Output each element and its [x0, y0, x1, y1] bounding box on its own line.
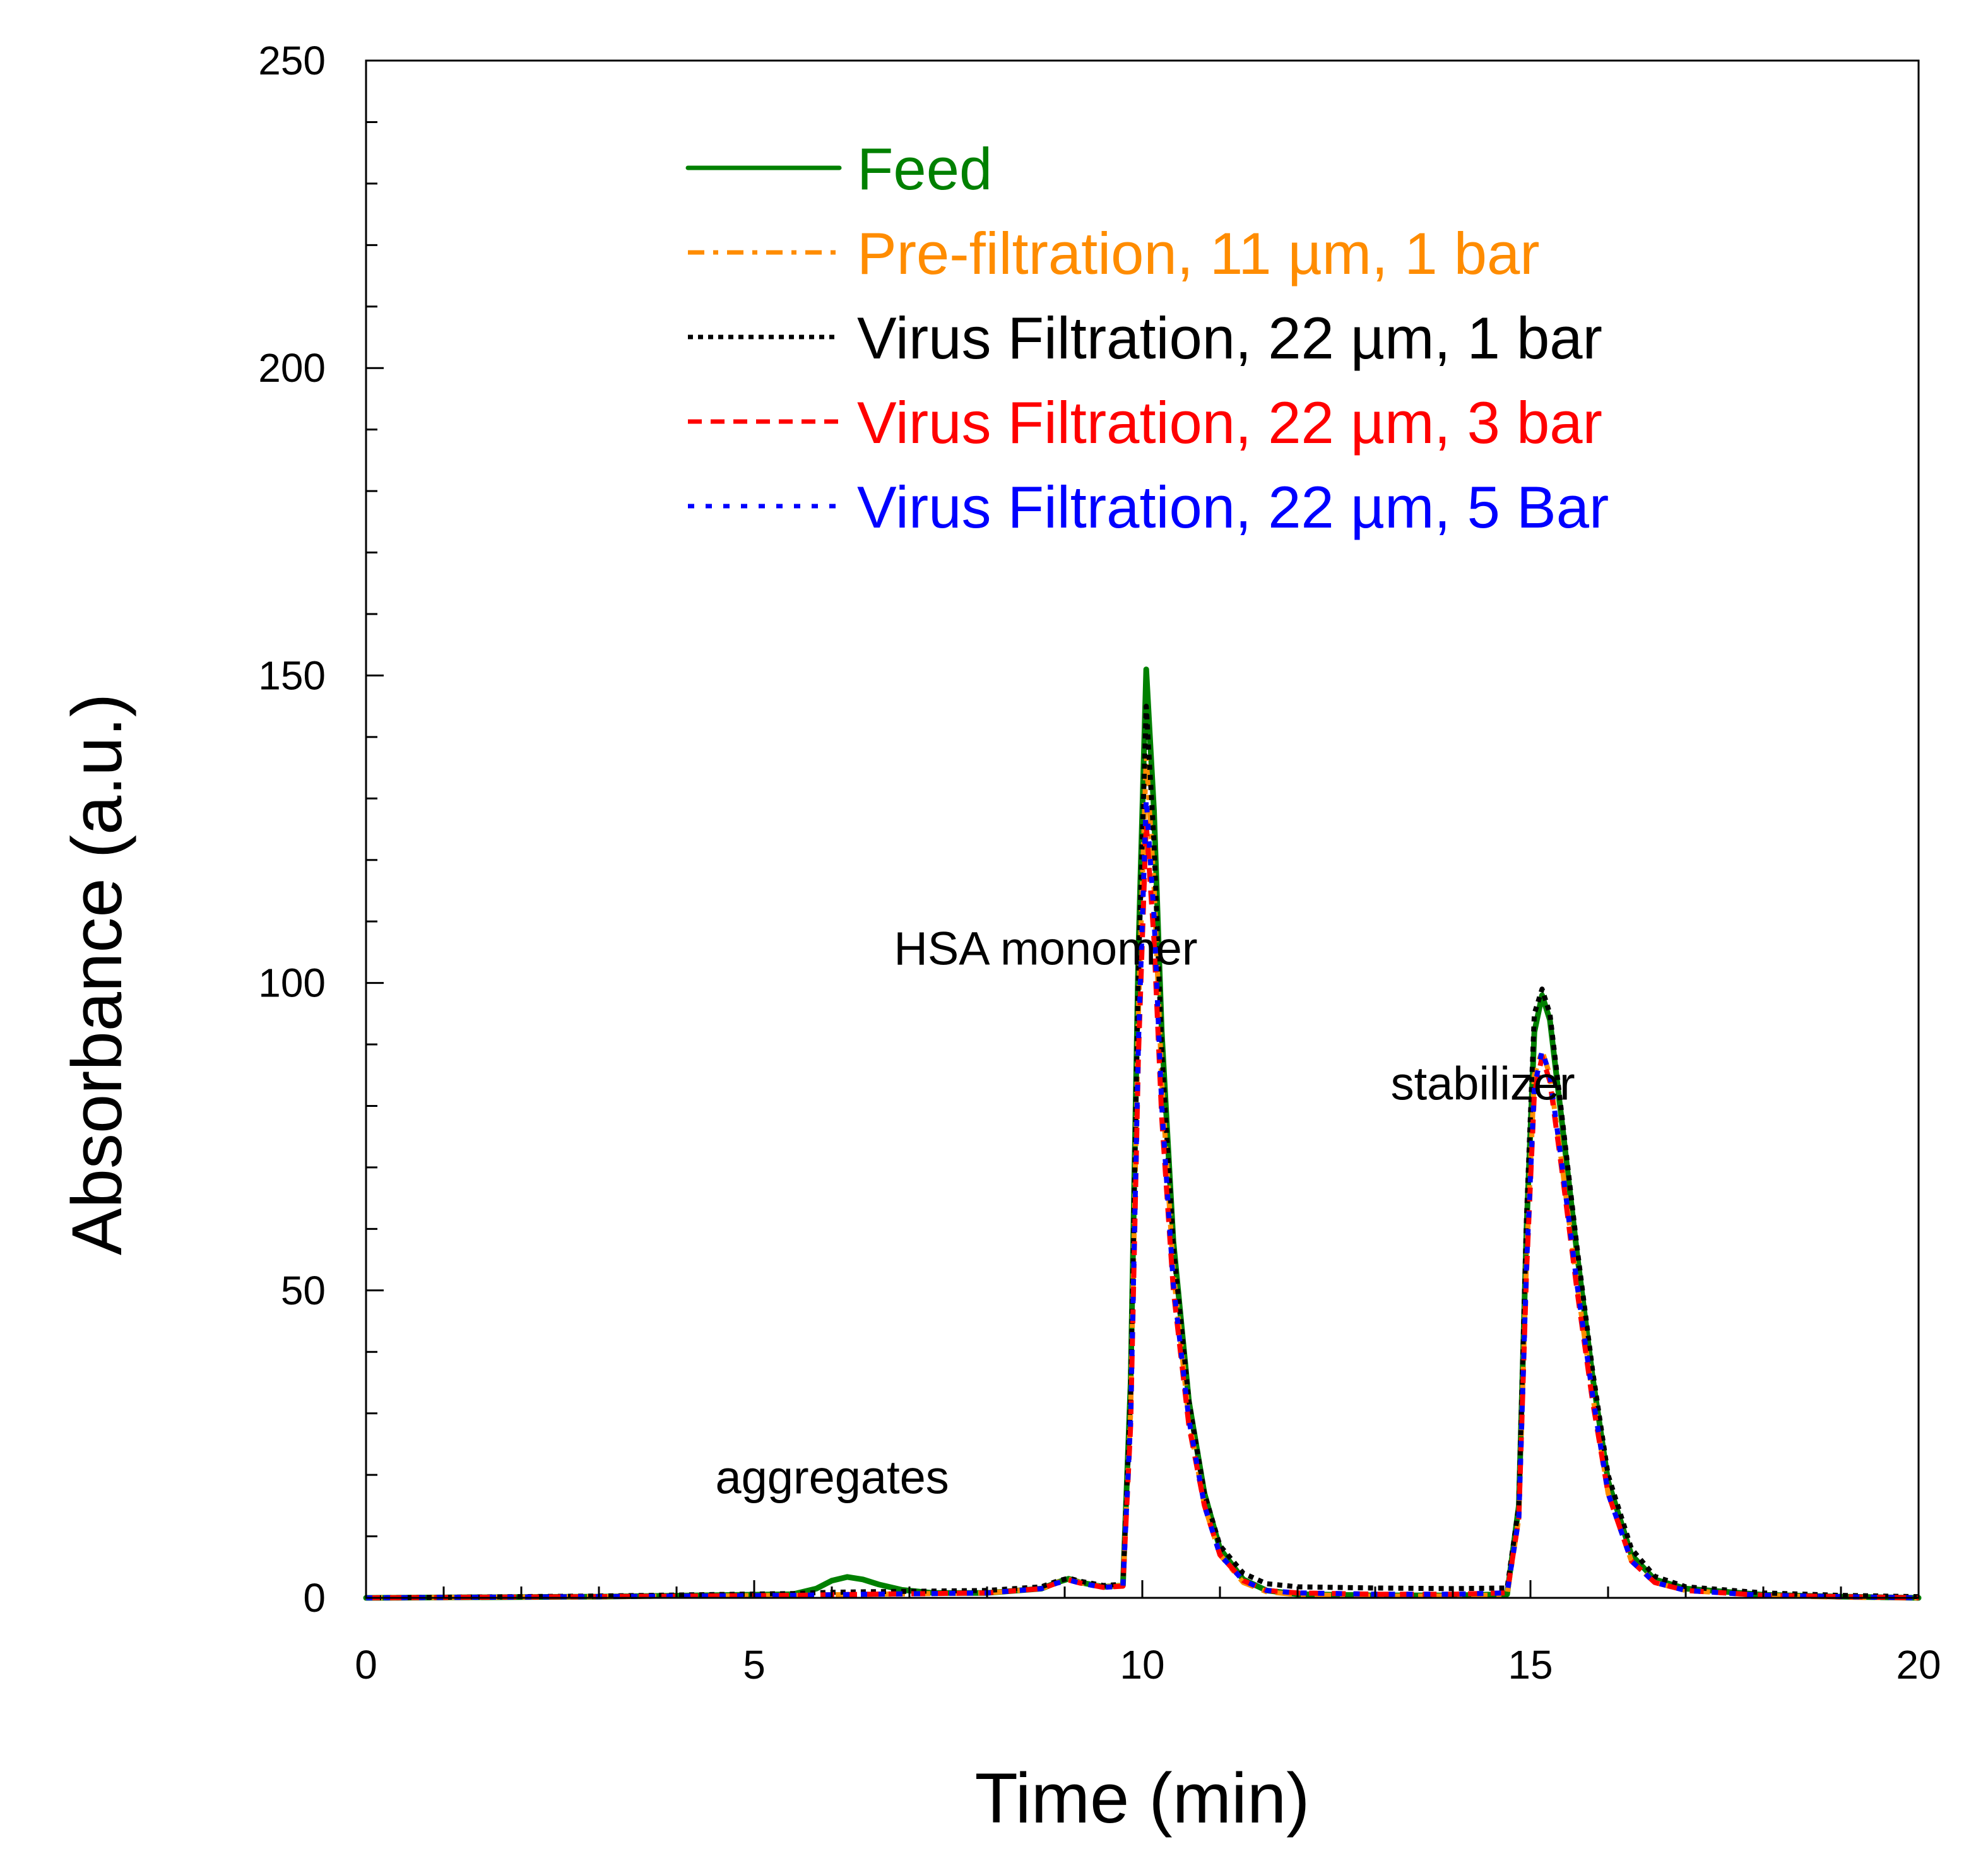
y-tick-label: 100 — [258, 960, 326, 1006]
y-tick-label: 150 — [258, 653, 326, 698]
legend: Feed Pre-filtration, 11 µm, 1 bar Virus Fi… — [685, 136, 1609, 540]
legend-label: Feed — [857, 136, 992, 202]
x-axis-title: Time (min) — [975, 1759, 1310, 1838]
plot-frame — [365, 59, 1920, 1599]
x-tick-label: 0 — [355, 1642, 377, 1687]
x-tick-label: 5 — [743, 1642, 766, 1687]
y-tick-label: 250 — [258, 38, 326, 83]
x-tick-label: 20 — [1896, 1642, 1941, 1687]
series-line-4 — [365, 820, 1919, 1600]
legend-label: Pre-filtration, 11 µm, 1 bar — [857, 220, 1540, 287]
peak-annotations: aggregates HSA monomer stabilizer — [716, 922, 1575, 1503]
legend-label: Virus Filtration, 22 µm, 1 bar — [857, 305, 1602, 371]
y-tick-label: 50 — [281, 1268, 326, 1313]
series-line-5 — [365, 796, 1919, 1600]
y-tick-label: 200 — [258, 345, 326, 391]
legend-label: Virus Filtration, 22 µm, 3 bar — [857, 389, 1602, 456]
axis-ticks — [365, 59, 1920, 1599]
y-tick-label: 0 — [303, 1575, 326, 1621]
series-line-3 — [365, 704, 1919, 1600]
x-tick-label: 15 — [1508, 1642, 1553, 1687]
legend-label: Virus Filtration, 22 µm, 5 Bar — [857, 474, 1609, 540]
annotation-label: aggregates — [716, 1451, 949, 1503]
annotation-label: stabilizer — [1391, 1058, 1575, 1110]
x-tick-label: 10 — [1120, 1642, 1164, 1687]
y-axis-title: Absorbance (a.u.) — [57, 694, 136, 1255]
annotation-label: HSA monomer — [894, 922, 1197, 974]
series-layer — [363, 666, 1922, 1601]
